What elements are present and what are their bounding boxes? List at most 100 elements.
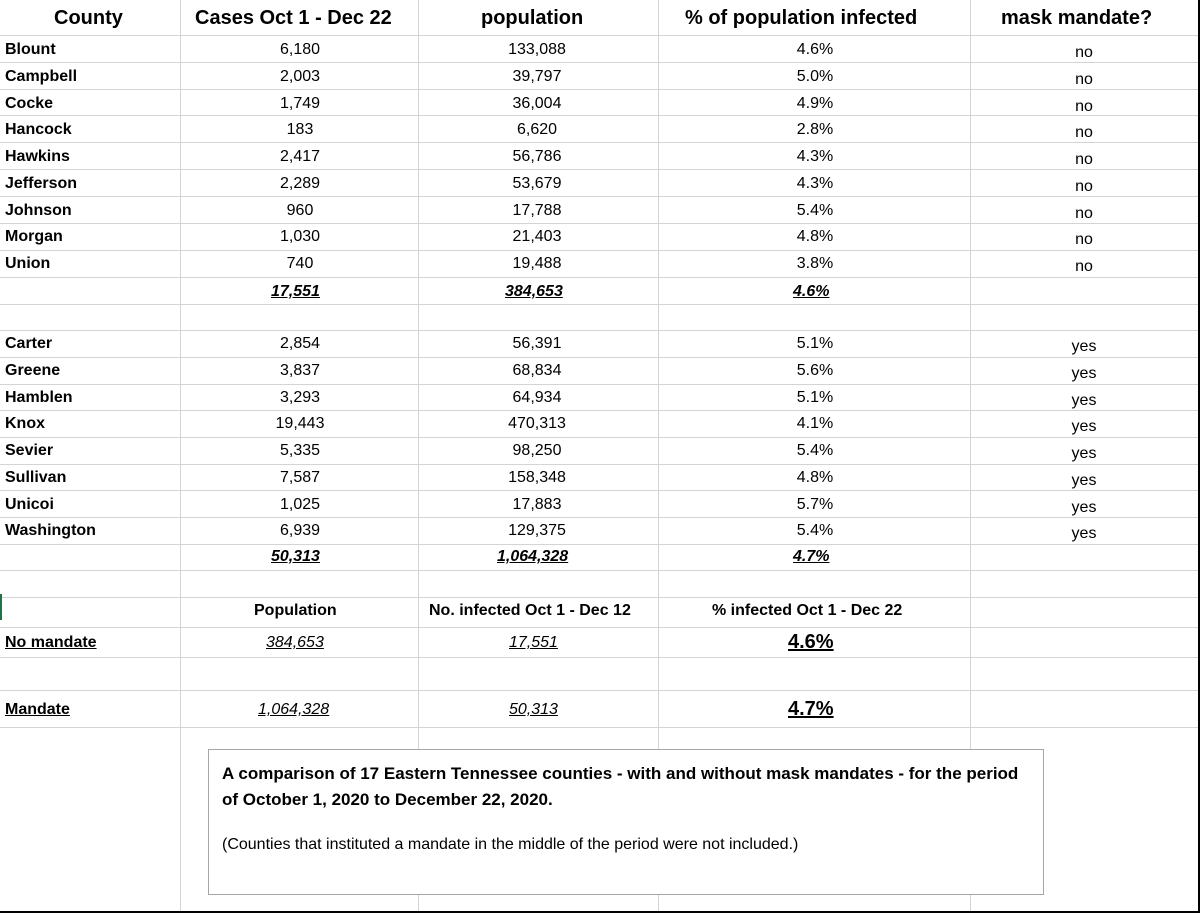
mandate-row-cases[interactable]: 19,443: [275, 415, 325, 432]
total-population-mandate[interactable]: 1,064,328: [497, 548, 569, 565]
summary-label-no-mandate[interactable]: No mandate: [5, 634, 97, 651]
no-mandate-row-cases[interactable]: 183: [286, 121, 314, 138]
no-mandate-row-population[interactable]: 36,004: [512, 95, 562, 112]
no-mandate-row-pct[interactable]: 2.8%: [796, 121, 834, 138]
mandate-row-mask[interactable]: yes: [1071, 392, 1097, 409]
no-mandate-row-population[interactable]: 17,788: [512, 202, 562, 219]
summary-header-infected[interactable]: No. infected Oct 1 - Dec 12: [429, 602, 631, 619]
summary-infected-mandate[interactable]: 50,313: [509, 701, 558, 718]
no-mandate-row-mask[interactable]: no: [1075, 124, 1093, 141]
no-mandate-row-county[interactable]: Blount: [5, 41, 56, 58]
mandate-row-pct[interactable]: 5.4%: [796, 442, 834, 459]
mandate-row-population[interactable]: 56,391: [512, 335, 562, 352]
mandate-row-cases[interactable]: 7,587: [279, 469, 321, 486]
mandate-row-mask[interactable]: yes: [1071, 525, 1097, 542]
mandate-row-pct[interactable]: 4.8%: [796, 469, 834, 486]
header-cases[interactable]: Cases Oct 1 - Dec 22: [195, 7, 392, 29]
no-mandate-row-pct[interactable]: 5.4%: [796, 202, 834, 219]
summary-header-population[interactable]: Population: [254, 602, 337, 619]
no-mandate-row-cases[interactable]: 6,180: [279, 41, 321, 58]
mandate-row-county[interactable]: Unicoi: [5, 496, 54, 513]
no-mandate-row-county[interactable]: Union: [5, 255, 51, 272]
mandate-row-cases[interactable]: 6,939: [279, 522, 321, 539]
no-mandate-row-population[interactable]: 19,488: [512, 255, 562, 272]
mandate-row-population[interactable]: 68,834: [512, 362, 562, 379]
no-mandate-row-mask[interactable]: no: [1075, 231, 1093, 248]
no-mandate-row-population[interactable]: 21,403: [512, 228, 562, 245]
no-mandate-row-population[interactable]: 39,797: [512, 68, 562, 85]
no-mandate-row-mask[interactable]: no: [1075, 258, 1093, 275]
mandate-row-mask[interactable]: yes: [1071, 499, 1097, 516]
header-pct-infected[interactable]: % of population infected: [685, 7, 918, 29]
mandate-row-cases[interactable]: 3,293: [279, 389, 321, 406]
mandate-row-mask[interactable]: yes: [1071, 365, 1097, 382]
total-cases-no-mandate[interactable]: 17,551: [271, 283, 320, 300]
no-mandate-row-county[interactable]: Johnson: [5, 202, 72, 219]
mandate-row-cases[interactable]: 1,025: [279, 496, 321, 513]
no-mandate-row-cases[interactable]: 1,030: [279, 228, 321, 245]
no-mandate-row-county[interactable]: Cocke: [5, 95, 54, 112]
mandate-row-pct[interactable]: 5.1%: [796, 335, 834, 352]
header-mask-mandate[interactable]: mask mandate?: [1001, 7, 1153, 29]
no-mandate-row-mask[interactable]: no: [1075, 71, 1093, 88]
mandate-row-county[interactable]: Knox: [5, 415, 45, 432]
mandate-row-pct[interactable]: 5.7%: [796, 496, 834, 513]
total-population-no-mandate[interactable]: 384,653: [505, 283, 563, 300]
no-mandate-row-cases[interactable]: 960: [286, 202, 314, 219]
no-mandate-row-population[interactable]: 53,679: [512, 175, 562, 192]
no-mandate-row-cases[interactable]: 2,417: [279, 148, 321, 165]
no-mandate-row-mask[interactable]: no: [1075, 151, 1093, 168]
summary-pct-no-mandate[interactable]: 4.6%: [788, 631, 834, 653]
mandate-row-county[interactable]: Sullivan: [5, 469, 67, 486]
no-mandate-row-county[interactable]: Campbell: [5, 68, 78, 85]
no-mandate-row-population[interactable]: 6,620: [516, 121, 558, 138]
mandate-row-county[interactable]: Carter: [5, 335, 53, 352]
mandate-row-mask[interactable]: yes: [1071, 418, 1097, 435]
no-mandate-row-county[interactable]: Jefferson: [5, 175, 78, 192]
no-mandate-row-pct[interactable]: 3.8%: [796, 255, 834, 272]
total-pct-mandate[interactable]: 4.7%: [793, 548, 830, 565]
mandate-row-mask[interactable]: yes: [1071, 338, 1097, 355]
summary-header-pct[interactable]: % infected Oct 1 - Dec 22: [712, 602, 903, 619]
total-pct-no-mandate[interactable]: 4.6%: [793, 283, 830, 300]
mandate-row-population[interactable]: 98,250: [512, 442, 562, 459]
mandate-row-population[interactable]: 129,375: [508, 522, 566, 539]
no-mandate-row-cases[interactable]: 2,289: [279, 175, 321, 192]
summary-infected-no-mandate[interactable]: 17,551: [509, 634, 558, 651]
no-mandate-row-population[interactable]: 56,786: [512, 148, 562, 165]
mandate-row-population[interactable]: 470,313: [508, 415, 566, 432]
no-mandate-row-cases[interactable]: 1,749: [279, 95, 321, 112]
header-county[interactable]: County: [54, 7, 123, 29]
no-mandate-row-county[interactable]: Hawkins: [5, 148, 70, 165]
mandate-row-pct[interactable]: 5.1%: [796, 389, 834, 406]
total-cases-mandate[interactable]: 50,313: [271, 548, 320, 565]
no-mandate-row-cases[interactable]: 740: [286, 255, 314, 272]
no-mandate-row-pct[interactable]: 5.0%: [796, 68, 834, 85]
no-mandate-row-mask[interactable]: no: [1075, 178, 1093, 195]
mandate-row-cases[interactable]: 3,837: [279, 362, 321, 379]
mandate-row-county[interactable]: Washington: [5, 522, 96, 539]
no-mandate-row-county[interactable]: Hancock: [5, 121, 72, 138]
no-mandate-row-mask[interactable]: no: [1075, 44, 1093, 61]
no-mandate-row-county[interactable]: Morgan: [5, 228, 63, 245]
no-mandate-row-pct[interactable]: 4.8%: [796, 228, 834, 245]
mandate-row-mask[interactable]: yes: [1071, 445, 1097, 462]
no-mandate-row-cases[interactable]: 2,003: [279, 68, 321, 85]
mandate-row-cases[interactable]: 5,335: [279, 442, 321, 459]
mandate-row-pct[interactable]: 5.6%: [796, 362, 834, 379]
mandate-row-population[interactable]: 158,348: [508, 469, 566, 486]
mandate-row-population[interactable]: 64,934: [512, 389, 562, 406]
no-mandate-row-pct[interactable]: 4.3%: [796, 175, 834, 192]
mandate-row-pct[interactable]: 4.1%: [796, 415, 834, 432]
summary-pct-mandate[interactable]: 4.7%: [788, 698, 834, 720]
mandate-row-county[interactable]: Hamblen: [5, 389, 73, 406]
summary-label-mandate[interactable]: Mandate: [5, 701, 70, 718]
no-mandate-row-mask[interactable]: no: [1075, 205, 1093, 222]
no-mandate-row-population[interactable]: 133,088: [508, 41, 566, 58]
mandate-row-population[interactable]: 17,883: [512, 496, 562, 513]
mandate-row-cases[interactable]: 2,854: [279, 335, 321, 352]
summary-population-mandate[interactable]: 1,064,328: [258, 701, 330, 718]
no-mandate-row-mask[interactable]: no: [1075, 98, 1093, 115]
mandate-row-mask[interactable]: yes: [1071, 472, 1097, 489]
header-population[interactable]: population: [481, 7, 584, 29]
